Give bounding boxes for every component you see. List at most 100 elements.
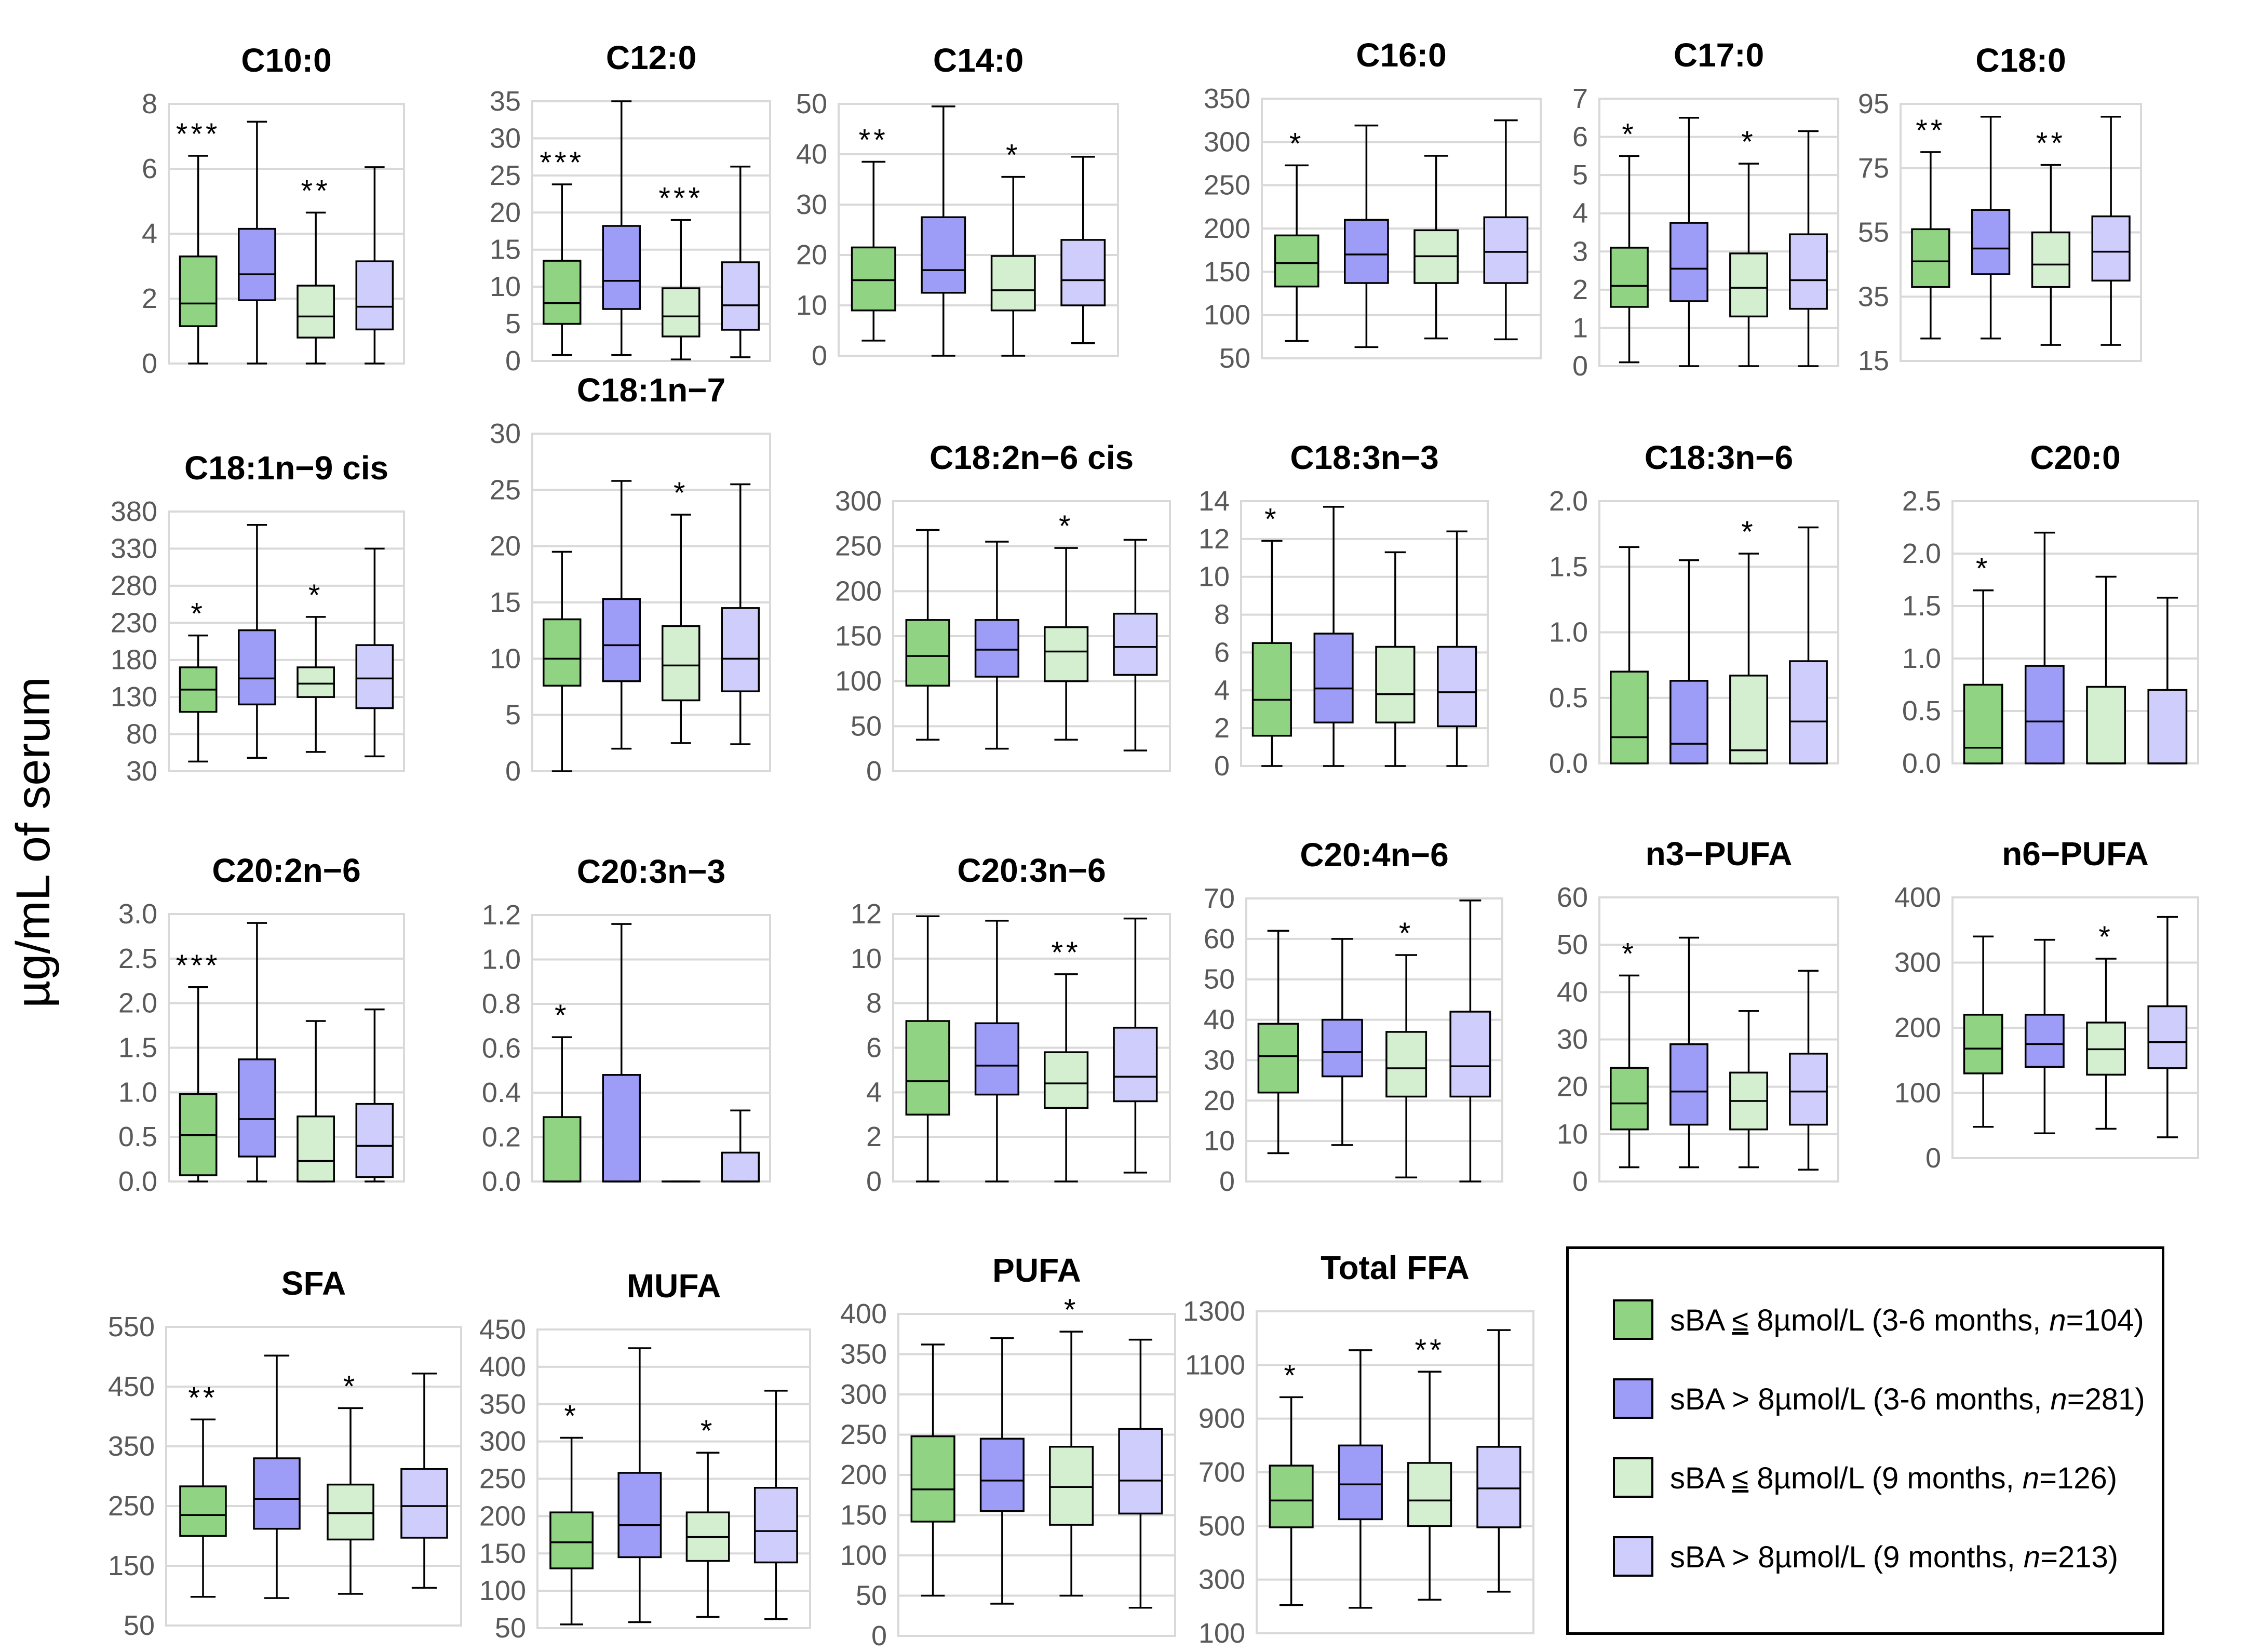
y-tick-label: 550 bbox=[108, 1311, 155, 1342]
box-group bbox=[910, 1344, 955, 1597]
y-tick-label: 0.0 bbox=[1902, 748, 1941, 779]
panel: 0 2 4 6 8 10 12 C20:3n−6 ** bbox=[851, 852, 1171, 1197]
box-group bbox=[1476, 1329, 1521, 1593]
box-group: ** bbox=[1044, 936, 1089, 1183]
chart-title: n3−PUFA bbox=[1646, 835, 1793, 872]
box bbox=[2091, 215, 2131, 282]
y-tick-label: 100 bbox=[1894, 1078, 1941, 1109]
box bbox=[1669, 680, 1708, 764]
y-tick-label: 10 bbox=[490, 271, 521, 302]
y-tick-label: 50 bbox=[124, 1610, 155, 1641]
box bbox=[721, 1151, 760, 1183]
y-tick-label: 100 bbox=[840, 1540, 887, 1571]
panel: 0.0 0.5 1.0 1.5 2.0 C18:3n−6 * bbox=[1549, 439, 1839, 779]
y-tick-label: 1100 bbox=[1185, 1349, 1245, 1380]
significance-label: * bbox=[191, 597, 206, 631]
legend-item: sBA > 8µmol/L (3-6 months, n=281) bbox=[1613, 1376, 2163, 1422]
y-tick-label: 0 bbox=[1572, 351, 1588, 382]
y-tick-label: 1.0 bbox=[1549, 617, 1588, 648]
y-tick-label: 300 bbox=[1894, 947, 1941, 978]
y-tick-label: 300 bbox=[835, 486, 882, 517]
box-group bbox=[721, 1109, 760, 1183]
box bbox=[1669, 1043, 1708, 1126]
box bbox=[1789, 1053, 1828, 1126]
y-tick-label: 4 bbox=[866, 1077, 882, 1108]
y-tick-label: 380 bbox=[111, 496, 157, 527]
box-group: ** bbox=[2031, 127, 2071, 346]
box bbox=[1269, 1465, 1314, 1528]
chart-title: C20:3n−6 bbox=[957, 852, 1106, 889]
box-group bbox=[1338, 1349, 1383, 1609]
box-group: *** bbox=[176, 117, 217, 365]
box-group bbox=[1610, 546, 1649, 764]
box bbox=[721, 261, 760, 331]
box bbox=[721, 607, 760, 692]
box-group bbox=[1375, 551, 1416, 767]
y-tick-label: 40 bbox=[1557, 976, 1588, 1008]
y-tick-label: 300 bbox=[1204, 126, 1250, 157]
box bbox=[355, 644, 394, 709]
y-tick-label: 3 bbox=[1572, 236, 1588, 267]
box-group bbox=[1344, 124, 1389, 348]
panel: 0 5 10 15 20 25 30 C18:1n−7 * bbox=[490, 371, 771, 787]
box-group bbox=[1437, 530, 1477, 767]
box-group bbox=[602, 923, 641, 1183]
y-tick-label: 60 bbox=[1557, 882, 1588, 913]
y-tick-label: 0 bbox=[866, 756, 882, 787]
y-tick-label: 350 bbox=[479, 1389, 526, 1420]
box-group bbox=[1963, 935, 2003, 1128]
chart-title: C18:1n−9 cis bbox=[184, 449, 388, 487]
box-group bbox=[400, 1372, 448, 1589]
box bbox=[327, 1483, 374, 1541]
box-group bbox=[1257, 930, 1299, 1154]
significance-label: * bbox=[674, 476, 689, 510]
box bbox=[297, 285, 335, 339]
significance-label: * bbox=[1622, 937, 1637, 971]
box bbox=[1407, 1462, 1452, 1527]
box bbox=[297, 666, 335, 698]
box-group bbox=[238, 120, 276, 365]
significance-label: * bbox=[1399, 917, 1414, 950]
y-tick-label: 2.5 bbox=[1902, 486, 1941, 517]
y-tick-label: 14 bbox=[1198, 486, 1230, 517]
box bbox=[1274, 234, 1319, 288]
y-tick-label: 6 bbox=[142, 153, 157, 184]
significance-label: * bbox=[1006, 139, 1021, 172]
box-group: ** bbox=[1911, 114, 1950, 340]
y-tick-label: 1.5 bbox=[118, 1032, 157, 1064]
y-tick-label: 100 bbox=[479, 1575, 526, 1606]
box bbox=[2024, 665, 2065, 764]
box-group: ** bbox=[851, 124, 896, 342]
y-tick-label: 8 bbox=[866, 988, 882, 1019]
y-tick-label: 0.5 bbox=[118, 1121, 157, 1152]
box-group: *** bbox=[540, 146, 582, 356]
y-tick-label: 0.8 bbox=[482, 988, 521, 1019]
y-tick-label: 0 bbox=[812, 340, 827, 371]
y-tick-label: 10 bbox=[851, 943, 882, 974]
y-tick-label: 2.0 bbox=[118, 988, 157, 1019]
legend-swatch bbox=[1613, 1299, 1653, 1340]
y-tick-label: 300 bbox=[840, 1379, 887, 1410]
legend-item: sBA ≤ 8µmol/L (9 months, n=126) bbox=[1613, 1455, 2163, 1501]
y-tick-label: 40 bbox=[796, 139, 827, 170]
box bbox=[905, 1020, 950, 1116]
y-tick-label: 15 bbox=[1858, 345, 1889, 377]
significance-label: * bbox=[1064, 1293, 1079, 1327]
significance-label: ** bbox=[1916, 114, 1945, 147]
box-group bbox=[905, 915, 950, 1183]
legend-label: sBA ≤ 8µmol/L (3-6 months, n=104) bbox=[1670, 1304, 2144, 1337]
y-tick-label: 300 bbox=[1198, 1564, 1245, 1595]
y-tick-label: 10 bbox=[796, 290, 827, 321]
box bbox=[1049, 1446, 1094, 1526]
box bbox=[2086, 686, 2126, 764]
y-tick-label: 50 bbox=[851, 710, 882, 742]
y-tick-label: 150 bbox=[108, 1550, 155, 1581]
box bbox=[2147, 1005, 2188, 1069]
y-tick-label: 900 bbox=[1198, 1403, 1245, 1434]
box-group bbox=[1789, 130, 1828, 367]
box bbox=[602, 225, 641, 310]
y-tick-label: 0 bbox=[1219, 1166, 1235, 1197]
box-group: * bbox=[297, 579, 335, 753]
y-tick-label: 250 bbox=[479, 1463, 526, 1495]
chart-title: C20:3n−3 bbox=[577, 853, 725, 890]
